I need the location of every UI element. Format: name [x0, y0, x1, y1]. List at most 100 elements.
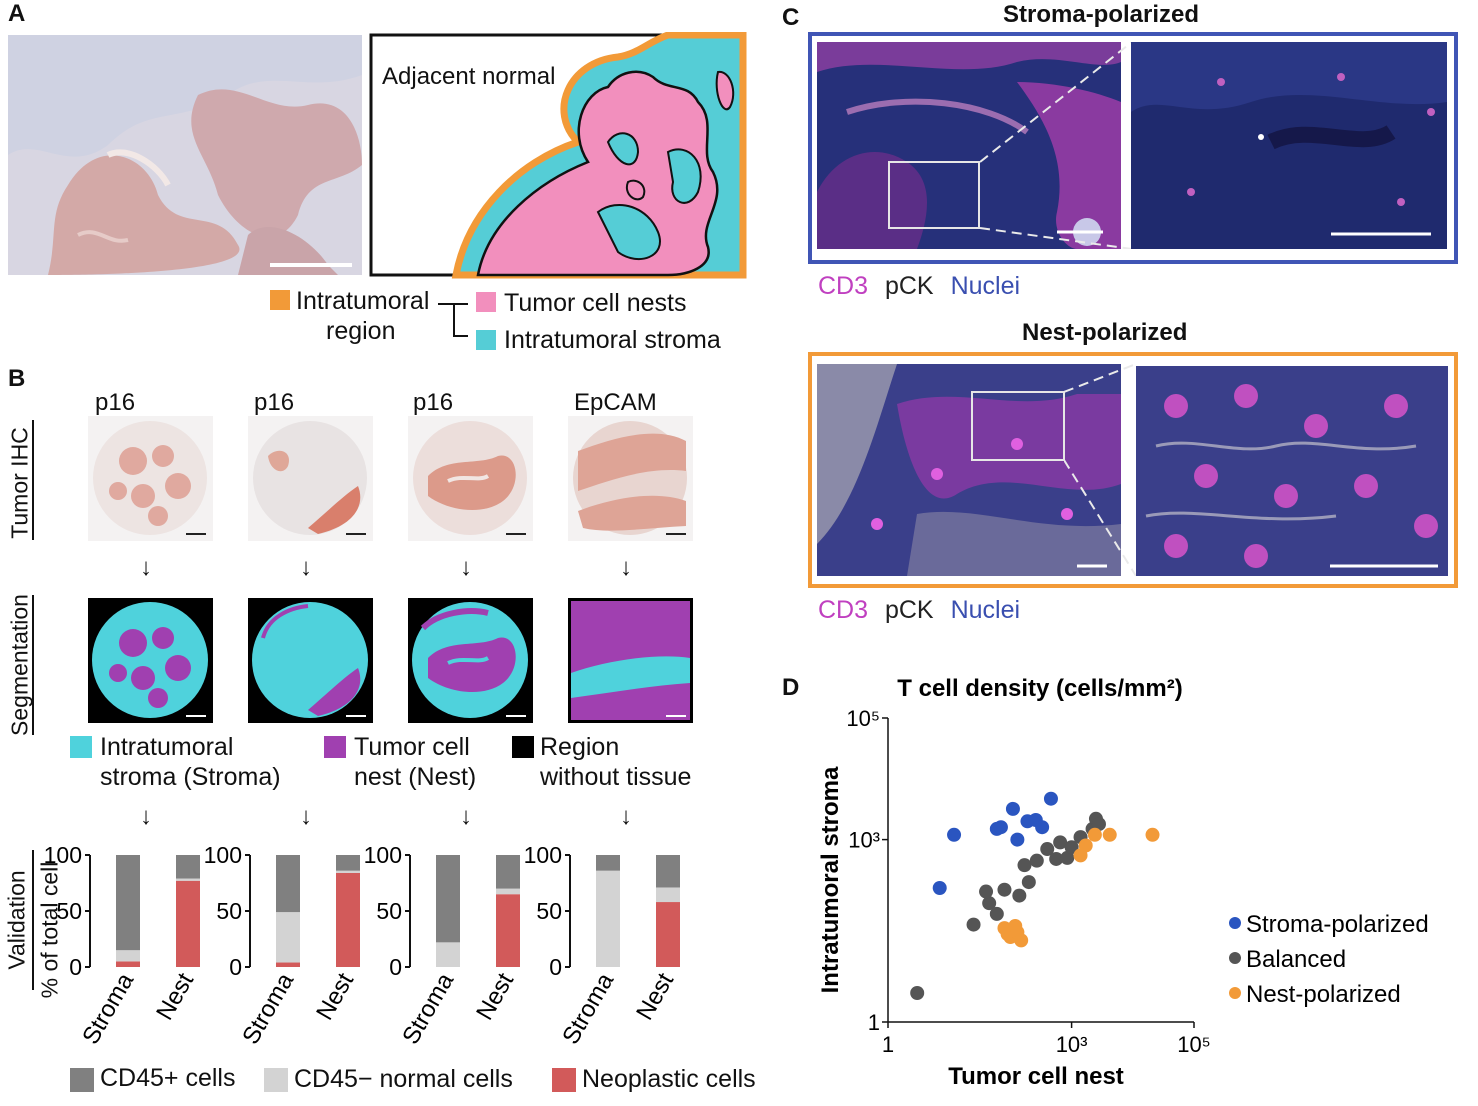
bar-segment — [336, 855, 360, 871]
bar-segment — [276, 912, 300, 963]
scatter-x-tick-label: 10³ — [1056, 1032, 1088, 1057]
seg-legend-nest-line1: Tumor cell — [354, 733, 470, 761]
arrow-2c: ↓ — [460, 803, 472, 830]
adjacent-normal-label: Adjacent normal — [382, 63, 556, 90]
bar-y-tick-label: 50 — [536, 898, 562, 924]
scatter-point — [1012, 888, 1027, 903]
ihc-core-1 — [88, 416, 213, 541]
scatter-legend-label: Nest-polarized — [1246, 981, 1401, 1008]
bar-category-label: Nest — [471, 968, 519, 1025]
scatter-point — [1064, 840, 1079, 855]
legend-label-intratumoral-stroma: Intratumoral stroma — [504, 326, 721, 354]
bar-y-tick-label: 0 — [69, 954, 82, 980]
arrow-2d: ↓ — [620, 803, 632, 830]
scatter-point — [989, 906, 1004, 921]
scatter-point — [1091, 817, 1106, 832]
panel-label-c: C — [782, 4, 800, 31]
scatter-point — [1087, 827, 1102, 842]
ihc-whole-section-image — [8, 35, 362, 275]
scatter-point — [993, 820, 1008, 835]
scatter-point — [932, 880, 947, 895]
scatter-legend-label: Stroma-polarized — [1246, 911, 1429, 938]
ihc-core-4 — [568, 416, 693, 541]
bar-category-label: Stroma — [397, 968, 459, 1049]
marker-label-4: EpCAM — [574, 389, 657, 416]
scatter-y-tick-label: 10⁵ — [846, 706, 880, 731]
marker-label-3: p16 — [413, 389, 454, 416]
bar-y-tick-label: 50 — [376, 898, 402, 924]
scatter-title: T cell density (cells/mm²) — [897, 675, 1182, 702]
bar-segment — [276, 962, 300, 967]
channel-nuclei: Nuclei — [950, 596, 1021, 624]
row-divider-val — [32, 850, 34, 990]
channel-legend-bottom: CD3 pCK Nuclei — [818, 596, 1020, 625]
scatter-point — [979, 884, 994, 899]
zoom-lines-top — [980, 42, 1132, 249]
scatter-point — [1014, 933, 1029, 948]
panel-label-a: A — [8, 0, 26, 27]
scatter-legend-label: Balanced — [1246, 946, 1346, 973]
seg-legend-swatch-stroma — [70, 736, 92, 758]
row-label-tumor-ihc: Tumor IHC — [6, 426, 33, 539]
marker-label-1: p16 — [95, 389, 136, 416]
channel-pck: pCK — [884, 596, 934, 624]
if-frame-stroma-polarized — [808, 32, 1458, 264]
arrow-2b: ↓ — [300, 803, 312, 830]
bar-segment — [116, 855, 140, 951]
scatter-point — [1060, 850, 1075, 865]
channel-nuclei: Nuclei — [950, 272, 1021, 300]
bar-segment — [596, 870, 620, 967]
bar-category-label: Nest — [151, 968, 199, 1025]
if-image-stroma-overview — [817, 42, 1121, 249]
arrow-1b: ↓ — [300, 554, 312, 581]
scatter-point — [1049, 851, 1064, 866]
scatter-y-label: Intratumoral stroma — [817, 766, 844, 993]
bar-category-label: Nest — [631, 968, 679, 1025]
scatter-point — [1078, 838, 1093, 853]
bar-y-tick-label: 50 — [56, 898, 82, 924]
scatter-y-tick-label: 10³ — [848, 828, 880, 853]
scatter-y-tick-label: 1 — [868, 1010, 880, 1035]
panel-label-b: B — [8, 365, 26, 392]
bar-y-tick-label: 100 — [44, 842, 82, 868]
bar-segment — [496, 894, 520, 967]
scatter-point — [1010, 832, 1025, 847]
scatter-point — [1021, 875, 1036, 890]
legend-label-intratumoral: Intratumoral — [296, 287, 430, 315]
legend-label-tumor-cell-nests: Tumor cell nests — [504, 289, 687, 317]
scatter-x-label: Tumor cell nest — [948, 1063, 1124, 1090]
bar-y-tick-label: 0 — [229, 954, 242, 980]
cell-legend-swatch-neo — [552, 1068, 576, 1092]
scatter-point — [1053, 835, 1068, 850]
bar-y-tick-label: 100 — [524, 842, 562, 868]
bar-segment — [496, 855, 520, 889]
panel-label-d: D — [782, 674, 800, 701]
arrow-1c: ↓ — [460, 554, 472, 581]
scatter-legend-marker — [1229, 917, 1241, 929]
scatter-x-tick-label: 10⁵ — [1177, 1032, 1211, 1057]
title-stroma-polarized: Stroma-polarized — [1003, 1, 1200, 28]
bar-segment — [436, 942, 460, 967]
bar-segment — [336, 872, 360, 967]
bar-segment — [656, 855, 680, 888]
bar-segment — [176, 880, 200, 967]
arrow-2a: ↓ — [140, 803, 152, 830]
bar-segment — [176, 878, 200, 881]
zoom-lines-bottom — [1064, 364, 1136, 576]
seg-legend-nest-line2: nest (Nest) — [354, 763, 477, 791]
channel-cd3: CD3 — [818, 272, 869, 300]
bar-segment — [116, 961, 140, 967]
t-cell-density-scatter: T cell density (cells/mm²) 1 10³ 10⁵ 1 10³ 10⁵… — [817, 675, 1429, 1090]
ihc-core-2 — [248, 416, 373, 541]
bar-segment — [176, 855, 200, 879]
scatter-point — [1043, 791, 1058, 806]
title-nest-polarized: Nest-polarized — [1022, 319, 1188, 346]
scatter-point — [1102, 827, 1117, 842]
channel-pck: pCK — [884, 272, 934, 300]
scatter-x-tick-label: 1 — [882, 1032, 894, 1057]
scatter-point — [1005, 801, 1020, 816]
segmentation-core-2 — [248, 598, 373, 723]
row-label-validation: Validation — [3, 870, 30, 970]
cell-legend-cd45pos: CD45+ cells — [100, 1064, 236, 1092]
bar-y-tick-label: 100 — [204, 842, 242, 868]
